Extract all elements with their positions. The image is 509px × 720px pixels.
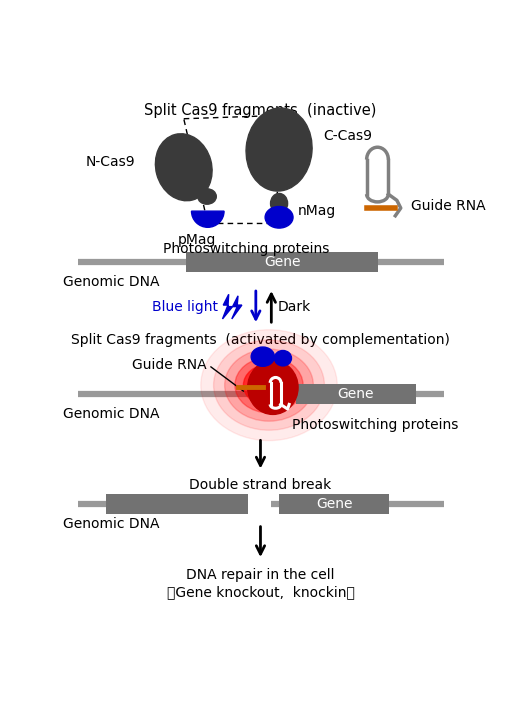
Ellipse shape (274, 351, 292, 366)
Text: Dark: Dark (277, 300, 311, 314)
Ellipse shape (197, 189, 216, 204)
Ellipse shape (201, 330, 337, 441)
Polygon shape (232, 296, 242, 319)
FancyBboxPatch shape (296, 384, 416, 405)
Text: （Gene knockout,  knockin）: （Gene knockout, knockin） (166, 585, 354, 599)
FancyBboxPatch shape (279, 494, 389, 514)
Text: Guide RNA: Guide RNA (411, 199, 486, 212)
Text: C-Cas9: C-Cas9 (323, 130, 372, 143)
Ellipse shape (214, 340, 324, 431)
Ellipse shape (224, 349, 314, 421)
FancyBboxPatch shape (186, 252, 378, 272)
Ellipse shape (265, 207, 293, 228)
Text: Split Cas9 fragments  (inactive): Split Cas9 fragments (inactive) (144, 104, 377, 118)
Text: nMag: nMag (298, 204, 336, 218)
Ellipse shape (155, 134, 212, 201)
Text: Genomic DNA: Genomic DNA (64, 517, 160, 531)
Text: Guide RNA: Guide RNA (132, 358, 207, 372)
Text: Gene: Gene (316, 497, 352, 510)
Text: N-Cas9: N-Cas9 (86, 155, 135, 169)
Text: Split Cas9 fragments  (activated by complementation): Split Cas9 fragments (activated by compl… (71, 333, 450, 347)
FancyBboxPatch shape (106, 494, 248, 514)
Ellipse shape (246, 108, 312, 191)
Polygon shape (222, 294, 233, 319)
Text: Gene: Gene (337, 387, 374, 401)
Wedge shape (191, 211, 224, 228)
Ellipse shape (248, 361, 298, 415)
Ellipse shape (271, 194, 288, 213)
Ellipse shape (251, 347, 274, 366)
Text: Blue light: Blue light (152, 300, 218, 314)
Ellipse shape (235, 357, 303, 413)
Text: Photoswitching proteins: Photoswitching proteins (292, 418, 459, 432)
Text: Photoswitching proteins: Photoswitching proteins (162, 242, 329, 256)
Ellipse shape (243, 364, 295, 406)
Text: Gene: Gene (264, 255, 300, 269)
Text: Genomic DNA: Genomic DNA (64, 408, 160, 421)
Text: Double strand break: Double strand break (189, 477, 331, 492)
Text: pMag: pMag (178, 233, 216, 247)
Text: Genomic DNA: Genomic DNA (64, 275, 160, 289)
Text: DNA repair in the cell: DNA repair in the cell (186, 567, 335, 582)
